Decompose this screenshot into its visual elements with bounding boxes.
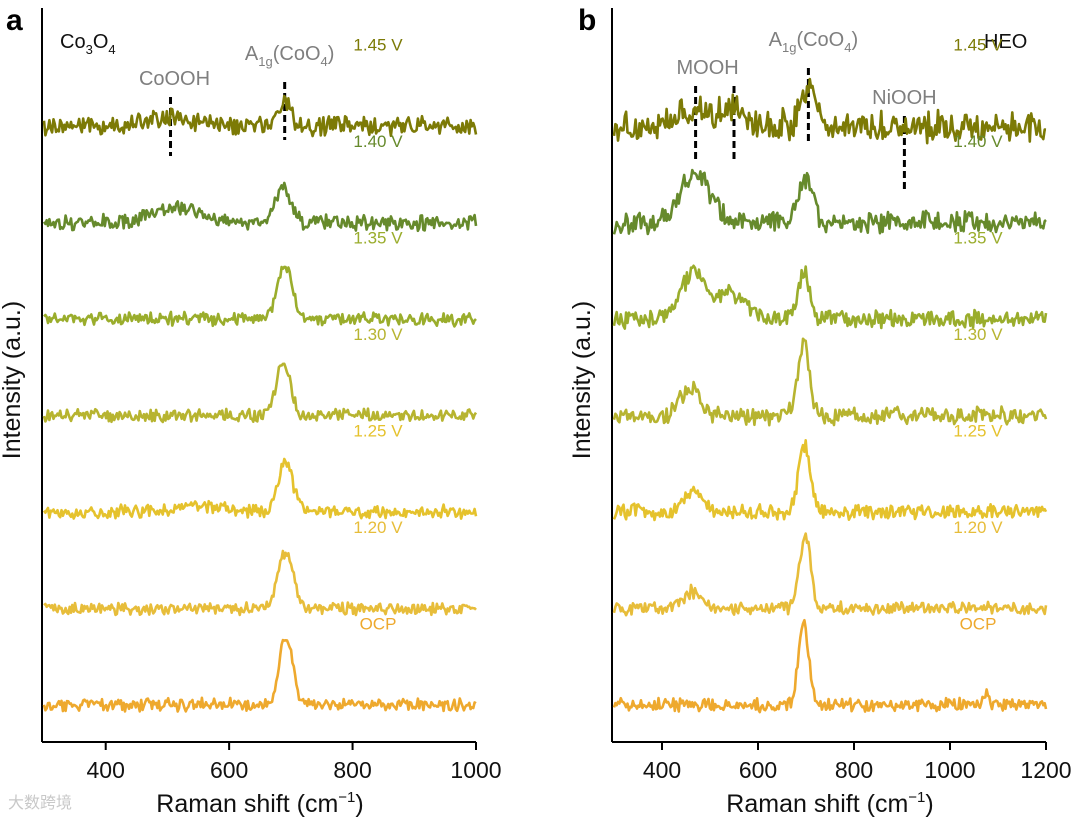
x-tick-label: 400 [643,757,681,783]
series-line-1-40-v [612,168,1047,236]
series-label: 1.45 V [953,36,1003,55]
panel-a: a Co3O4 Intensity (a.u.) Raman shift (cm… [0,4,502,818]
series-label: 1.40 V [353,132,403,151]
panel-a-x-axis-title: Raman shift (cm−1) [156,789,363,818]
series-line-1-20-v [612,532,1048,617]
peak-label-a1g: A1g(CoO4) [769,29,859,55]
x-tick-label: 600 [739,757,777,783]
x-tick-label: 400 [87,757,125,783]
series-label: 1.25 V [953,422,1003,441]
series-label: 1.40 V [953,132,1003,151]
series-label: 1.35 V [353,229,403,248]
series-line-1-25-v [42,457,478,520]
series-line-1-25-v [612,438,1048,522]
series-line-1-20-v [43,549,477,617]
panel-b: b HEO Intensity (a.u.) Raman shift (cm−1… [568,4,1072,818]
series-line-1-30-v [42,362,478,424]
series-line-1-30-v [612,337,1048,427]
panel-b-sample-label: HEO [984,31,1027,53]
series-label: OCP [360,615,397,634]
x-tick-label: 600 [210,757,248,783]
panel-a-y-axis-title: Intensity (a.u.) [0,301,26,459]
peak-label: MOOH [676,57,738,79]
series-label: 1.45 V [353,36,403,55]
series-line-1-35-v [612,264,1048,330]
series-label: 1.25 V [353,422,403,441]
panel-a-sample-label: Co3O4 [60,31,116,57]
series-label: OCP [960,615,997,634]
series-label: 1.35 V [953,229,1003,248]
series-line-1-40-v [42,181,478,233]
series-label: 1.20 V [953,518,1003,537]
peak-label-a1g: A1g(CoO4) [245,43,335,69]
series-line-1-45-v [42,94,478,138]
panel-b-y-axis-title: Intensity (a.u.) [568,301,596,459]
x-tick-label: 1200 [1020,757,1071,783]
series-label: 1.30 V [953,325,1003,344]
series-label: 1.30 V [353,325,403,344]
x-tick-label: 1000 [924,757,975,783]
series-line-ocp [42,638,477,713]
x-tick-label: 800 [835,757,873,783]
panel-b-x-axis-title: Raman shift (cm−1) [726,789,933,818]
x-tick-label: 800 [333,757,371,783]
watermark: 大数跨境 [8,793,72,812]
x-tick-label: 1000 [450,757,501,783]
peak-label: CoOOH [139,68,210,90]
series-line-ocp [612,618,1048,714]
series-line-1-45-v [612,77,1047,145]
panel-letter-b: b [578,4,596,37]
panel-letter-a: a [6,4,23,37]
peak-label: NiOOH [872,87,936,109]
series-line-1-35-v [43,265,477,328]
series-label: 1.20 V [353,518,403,537]
